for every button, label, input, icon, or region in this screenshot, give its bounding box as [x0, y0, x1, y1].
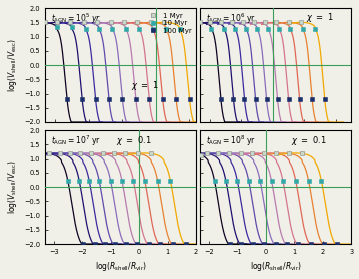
Text: $\chi\ =\ 1$: $\chi\ =\ 1$: [131, 79, 159, 92]
Text: $\chi\ =\ 0.1$: $\chi\ =\ 0.1$: [291, 134, 327, 146]
Y-axis label: $\log(V_{\rm shell}/V_{\rm esc})$: $\log(V_{\rm shell}/V_{\rm esc})$: [5, 160, 19, 214]
X-axis label: $\log(R_{\rm shell}/R_{\rm vir})$: $\log(R_{\rm shell}/R_{\rm vir})$: [95, 260, 146, 273]
Text: $t_{\rm AGN} = 10^{8}$ yr: $t_{\rm AGN} = 10^{8}$ yr: [206, 134, 256, 148]
Y-axis label: $\log(V_{\rm shell}/V_{\rm esc})$: $\log(V_{\rm shell}/V_{\rm esc})$: [5, 38, 19, 92]
Text: $t_{\rm AGN} = 10^{7}$ yr: $t_{\rm AGN} = 10^{7}$ yr: [51, 134, 101, 148]
Text: $\chi\ =\ 1$: $\chi\ =\ 1$: [306, 11, 334, 25]
Text: $t_{\rm AGN} = 10^{6}$ yr: $t_{\rm AGN} = 10^{6}$ yr: [206, 11, 256, 26]
Legend: 1 Myr, 10 Myr, 100 Myr: 1 Myr, 10 Myr, 100 Myr: [145, 11, 193, 35]
Text: $t_{\rm AGN} = 10^{5}$ yr: $t_{\rm AGN} = 10^{5}$ yr: [51, 11, 102, 26]
X-axis label: $\log(R_{\rm shell}/R_{\rm vir})$: $\log(R_{\rm shell}/R_{\rm vir})$: [250, 260, 302, 273]
Text: $\chi\ =\ 0.1$: $\chi\ =\ 0.1$: [116, 134, 151, 146]
